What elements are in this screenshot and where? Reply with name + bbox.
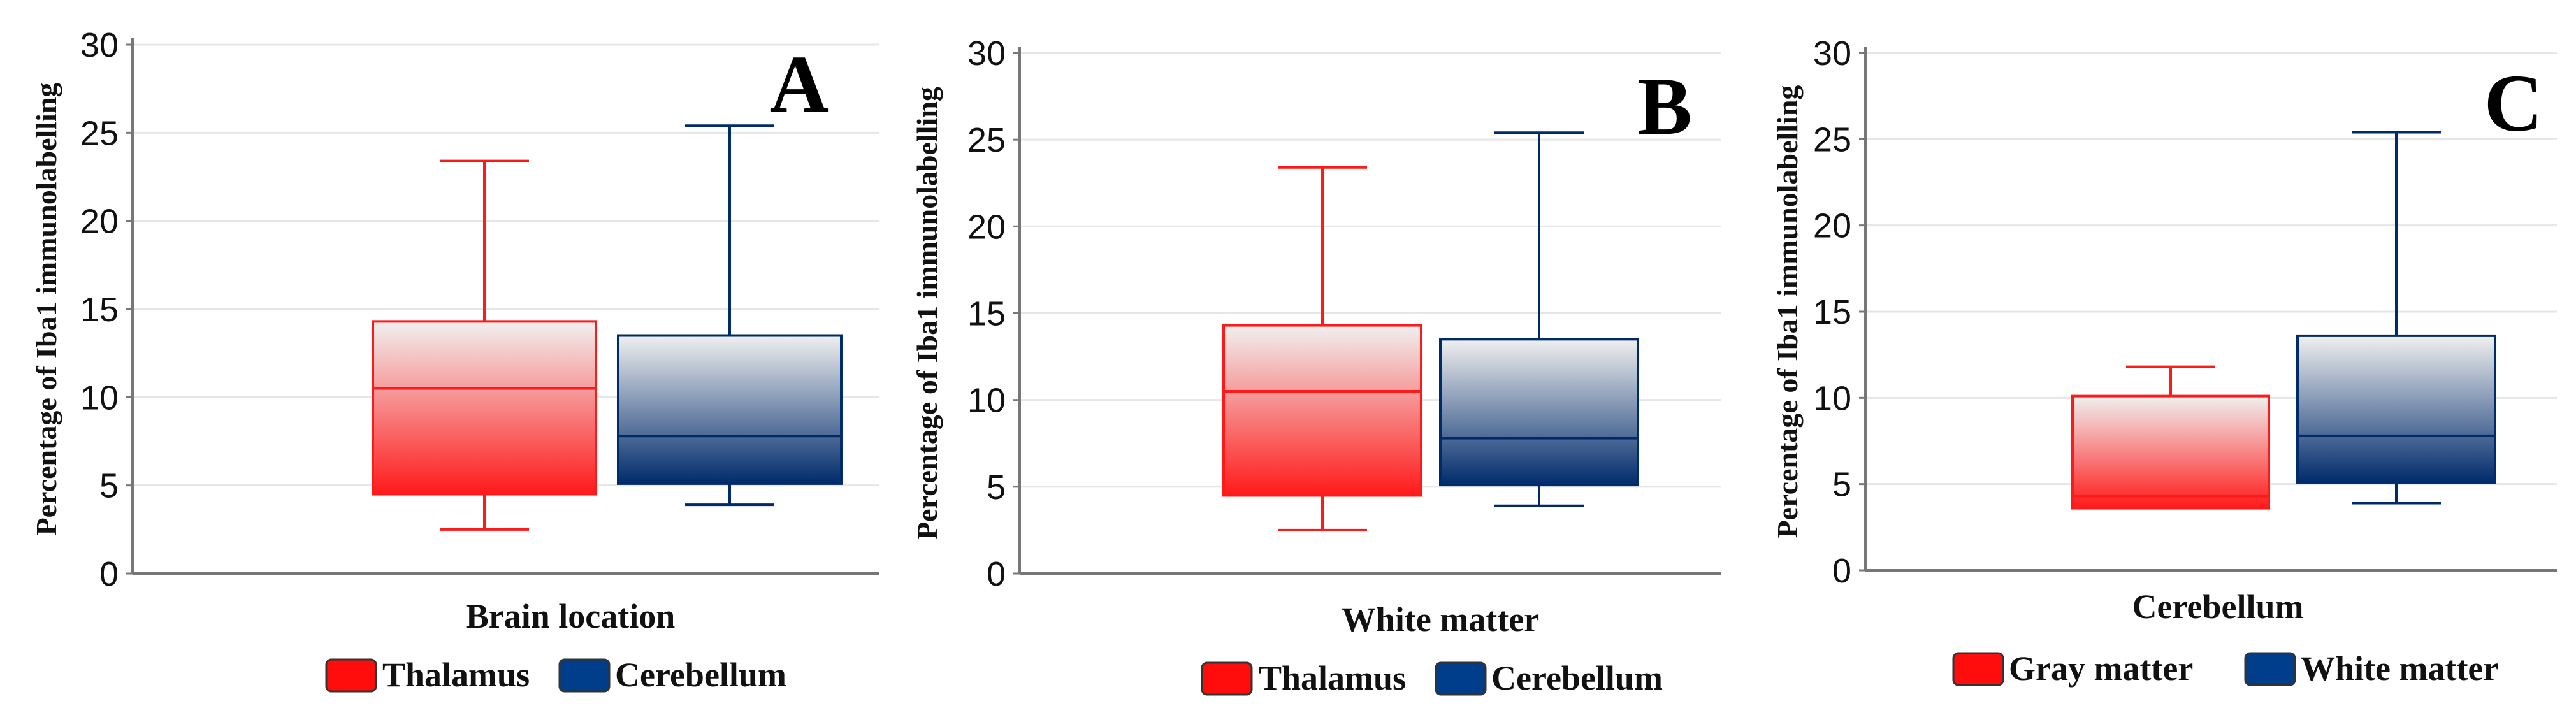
y-axis-title: Percentage of Iba1 immunolabelling [30, 83, 62, 536]
legend-swatch [325, 658, 377, 693]
legend-label: Cerebellum [615, 656, 786, 694]
panel-label: B [1638, 61, 1692, 152]
box-white-matter [2296, 334, 2496, 484]
y-tick-label: 30 [80, 26, 119, 64]
legend-swatch [2244, 652, 2296, 686]
y-tick-label: 10 [80, 379, 119, 417]
y-tick-label: 10 [967, 382, 1006, 420]
y-tick-label: 0 [987, 555, 1006, 593]
box-chart-b: 0 5 10 15 20 25 30 Percentage of Iba1 immunolab… [911, 34, 1721, 697]
legend-label: Gray matter [2009, 649, 2193, 688]
y-axis-title: Percentage of Iba1 immunolabelling [911, 87, 943, 540]
y-tick-label: 20 [80, 203, 119, 241]
box-gray-matter [2071, 394, 2270, 510]
y-tick-label: 20 [1813, 207, 1851, 245]
y-tick-label: 15 [967, 295, 1006, 333]
y-tick-label: 15 [1813, 293, 1851, 331]
y-tick-label: 30 [1813, 34, 1851, 73]
panel-b: 0 5 10 15 20 25 30 Percentage of Iba1 immunolab… [886, 0, 1746, 722]
y-tick-label: 0 [1832, 552, 1851, 590]
y-tick-label: 0 [99, 555, 119, 593]
y-tick-label: 5 [99, 467, 119, 505]
y-tick-label: 20 [967, 208, 1006, 246]
box-chart-c: 0 5 10 15 20 25 30 Percentage of Iba1 immunolab… [1771, 34, 2557, 688]
y-tick-label: 30 [967, 34, 1006, 73]
box-cerebellum [1439, 338, 1639, 487]
panel-label: C [2484, 58, 2543, 148]
legend-swatch [558, 658, 611, 693]
x-axis-title: White matter [1342, 600, 1539, 639]
panel-c: 0 5 10 15 20 25 30 Percentage of Iba1 immunolab… [1746, 0, 2576, 722]
y-tick-label: 25 [1813, 120, 1851, 159]
legend-label: Thalamus [1259, 659, 1406, 697]
y-tick-label: 15 [80, 291, 119, 329]
x-axis-title: Cerebellum [2132, 588, 2304, 626]
box-thalamus [1222, 324, 1422, 497]
legend-label: Thalamus [382, 656, 530, 694]
panel-a: 0 5 10 15 20 25 30 Percentage of Iba1 immunolab… [0, 0, 886, 722]
legend-label: White matter [2301, 649, 2498, 688]
box-cerebellum [617, 334, 843, 485]
y-tick-label: 25 [80, 114, 119, 152]
legend-swatch [1435, 661, 1487, 696]
y-tick-label: 5 [987, 468, 1006, 507]
box-thalamus [372, 320, 597, 496]
legend-swatch [1952, 652, 2004, 686]
box-chart-a: 0 5 10 15 20 25 30 Percentage of Iba1 immunolab… [30, 26, 879, 694]
y-tick-label: 5 [1832, 466, 1851, 504]
x-axis-title: Brain location [466, 597, 676, 635]
y-tick-label: 10 [1813, 379, 1851, 417]
panel-label: A [770, 39, 829, 129]
legend-label: Cerebellum [1491, 659, 1663, 697]
legend-swatch [1201, 661, 1253, 696]
y-tick-label: 25 [967, 121, 1006, 159]
y-axis-title: Percentage of Iba1 immunolabelling [1771, 85, 1804, 538]
